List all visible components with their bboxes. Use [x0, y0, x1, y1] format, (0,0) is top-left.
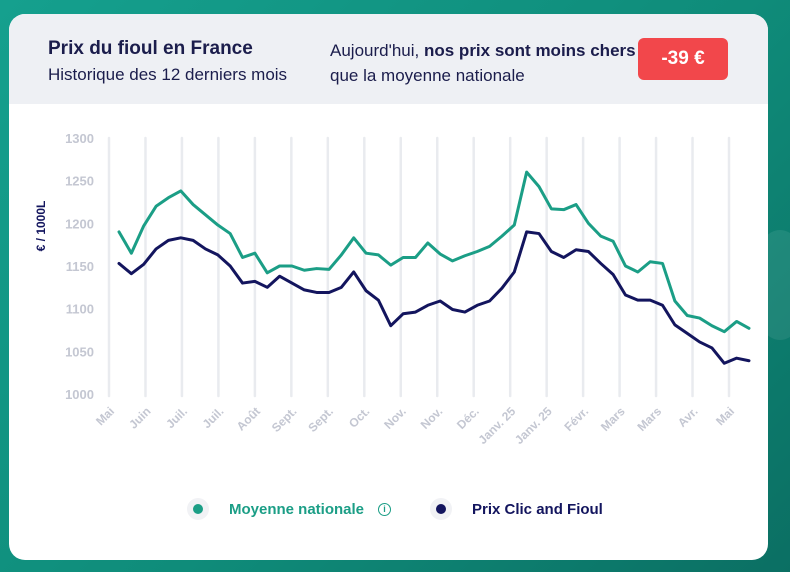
legend-item-clic-and-fioul[interactable]: Prix Clic and Fioul — [436, 494, 603, 524]
y-tick-label: 1050 — [65, 344, 94, 359]
x-tick-label: Avr. — [675, 404, 701, 430]
y-tick-label: 1200 — [65, 216, 94, 231]
x-tick-label: Nov. — [418, 404, 446, 432]
legend-label-national: Moyenne nationale — [229, 500, 365, 518]
x-tick-label: Janv. 25 — [476, 404, 519, 447]
y-tick-label: 1250 — [65, 174, 94, 189]
x-tick-label: Mai — [713, 404, 737, 428]
chart-subtitle: Historique des 12 derniers mois — [48, 65, 288, 84]
x-tick-label: Janv. 25 — [512, 404, 555, 447]
x-tick-label: Mars — [598, 404, 628, 434]
x-tick-label: Oct. — [346, 404, 372, 430]
y-axis-label: € / 1000L — [34, 201, 48, 252]
savings-message: Aujourd'hui, nos prix sont moins chers q… — [330, 38, 636, 88]
x-tick-label: Sept. — [305, 404, 336, 435]
chart-legend: Moyenne nationale i Prix Clic and Fioul — [9, 494, 768, 524]
x-tick-label: Août — [234, 404, 263, 433]
legend-dot-clic-and-fioul — [436, 504, 446, 514]
savings-message-prefix: Aujourd'hui, — [330, 41, 424, 60]
x-tick-label: Juin — [126, 404, 153, 431]
card-header: Prix du fioul en France Historique des 1… — [9, 14, 768, 104]
legend-item-national[interactable]: Moyenne nationale i — [193, 494, 392, 524]
info-icon[interactable]: i — [378, 502, 392, 516]
y-tick-label: 1150 — [66, 259, 94, 274]
price-history-card: Prix du fioul en France Historique des 1… — [9, 14, 768, 560]
x-tick-label: Sept. — [269, 404, 300, 435]
price-line-chart: Mai Juin Juil. Juil. Août Sept. Sept. Oct. Nov. N… — [34, 131, 751, 447]
y-tick-label: 1300 — [65, 131, 94, 146]
x-tick-label: Juil. — [163, 404, 190, 431]
legend-dot-national — [193, 504, 203, 514]
legend-label-clic-and-fioul: Prix Clic and Fioul — [472, 500, 603, 518]
y-tick-label: 1000 — [65, 387, 94, 402]
savings-message-line2: que la moyenne nationale — [330, 66, 525, 85]
savings-message-bold: nos prix sont moins chers — [423, 41, 636, 60]
savings-badge: -39 € — [638, 38, 728, 80]
x-tick-label: Juil. — [200, 404, 227, 431]
x-tick-label: Mai — [93, 404, 117, 428]
series-line-national — [117, 170, 751, 334]
x-tick-label: Févr. — [562, 404, 592, 434]
y-tick-label: 1100 — [66, 302, 94, 317]
x-tick-label: Mars — [634, 404, 664, 434]
series-line-clic-and-fioul — [117, 230, 751, 365]
x-tick-label: Nov. — [381, 404, 409, 432]
x-tick-label: Déc. — [454, 404, 482, 432]
chart-title: Prix du fioul en France — [48, 38, 253, 59]
